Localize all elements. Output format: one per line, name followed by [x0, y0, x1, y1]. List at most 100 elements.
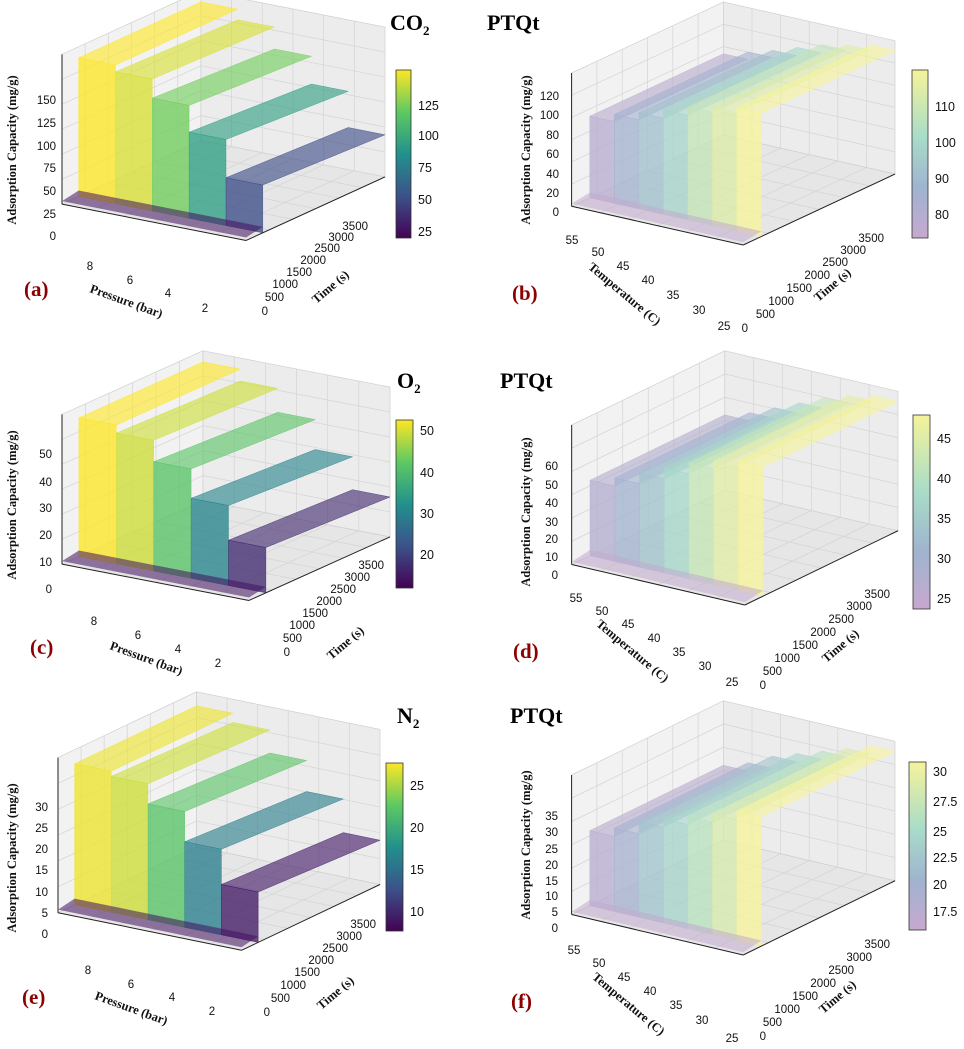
x-tick-a-1: 6	[127, 275, 133, 287]
z-tick-f-6: 30	[545, 827, 558, 839]
cb-tick-c-2: 30	[420, 507, 434, 521]
z-tick-c-0: 0	[46, 584, 52, 596]
cb-tick-b-1: 100	[935, 136, 956, 150]
surface-plateau	[736, 44, 896, 114]
x-axis-label-c: Pressure (bar)	[108, 639, 184, 678]
cb-tick-b-3: 80	[935, 208, 949, 222]
z-ticks-b: 0 20 40 60 80 100 120	[540, 91, 559, 219]
z-tick-c-3: 30	[39, 503, 52, 515]
panel-e: (e) Adsorption Capacity (mg/g) Pressure …	[5, 691, 424, 1028]
y-tick-a-2: 1000	[272, 279, 298, 291]
surface-plateau	[152, 412, 316, 470]
y-tick-f-0: 0	[760, 1031, 766, 1043]
material-title-row2: PTQt	[500, 368, 553, 393]
z-tick-d-3: 30	[545, 517, 558, 529]
y-tick-b-2: 1000	[768, 296, 794, 308]
cb-tick-a-1: 100	[418, 129, 439, 143]
plot-area-e	[56, 691, 382, 951]
x-tick-b-4: 35	[667, 290, 680, 302]
x-tick-d-0: 55	[570, 593, 583, 605]
z-tick-d-6: 60	[545, 461, 558, 473]
colorbar-d-bar	[912, 414, 931, 610]
x-tick-f-4: 35	[670, 1000, 683, 1012]
x-ticks-b: 55 50 45 40 35 30 25	[566, 235, 731, 333]
x-tick-a-3: 2	[202, 303, 208, 315]
colorbar-f: 30 27.5 25 22.5 20 17.5	[908, 761, 957, 931]
surface-front-face	[712, 813, 738, 941]
x-axis-line	[61, 203, 247, 241]
x-axis-label-a: Pressure (bar)	[88, 282, 164, 321]
z-tick-f-7: 35	[545, 811, 558, 823]
x-tick-b-3: 40	[642, 275, 655, 287]
x-tick-c-3: 2	[215, 658, 221, 670]
colorbar-c: 50 40 30 20	[395, 419, 434, 589]
x-tick-b-1: 50	[592, 247, 605, 259]
panel-label-d: (d)	[513, 639, 539, 663]
cb-tick-c-1: 40	[420, 466, 434, 480]
cb-tick-e-2: 15	[410, 863, 424, 877]
surface-front-face	[736, 107, 762, 237]
y-tick-f-1: 500	[763, 1017, 782, 1029]
x-tick-d-4: 35	[673, 647, 686, 659]
gas-title-row3: N2	[397, 703, 419, 731]
cb-tick-f-0: 30	[933, 765, 947, 779]
x-ticks-e: 8 6 4 2	[85, 965, 215, 1018]
x-tick-f-3: 40	[644, 986, 657, 998]
panel-label-a: (a)	[24, 277, 49, 301]
z-tick-f-2: 10	[545, 891, 558, 903]
y-tick-b-0: 0	[742, 323, 748, 335]
surface-front-face	[153, 461, 192, 579]
material-title-row3: PTQt	[510, 703, 563, 728]
x-axis-line	[571, 205, 744, 246]
colorbar-a-bar	[395, 69, 412, 239]
y-tick-a-4: 2000	[300, 255, 326, 267]
z-tick-c-2: 20	[39, 530, 52, 542]
x-tick-c-2: 4	[175, 644, 182, 656]
y-tick-e-0: 0	[264, 1007, 270, 1019]
y-axis-line	[744, 530, 899, 606]
y-tick-d-4: 2000	[810, 627, 836, 639]
x-tick-f-6: 25	[726, 1033, 739, 1045]
cb-tick-a-0: 125	[418, 99, 439, 113]
colorbar-c-bar	[395, 419, 414, 589]
surface-plateau	[184, 791, 344, 850]
z-tick-f-0: 0	[552, 923, 558, 935]
surface-floor-sheet	[62, 550, 266, 598]
panel-f: (f) Adsorption Capacity (mg/g) Temperatu…	[511, 700, 957, 1045]
z-tick-f-3: 15	[545, 876, 558, 888]
surface-floor-sheet	[571, 900, 762, 953]
z-axis-label-e: Adsorption Capacity (mg/g)	[5, 783, 19, 932]
y-tick-c-4: 2000	[316, 596, 342, 608]
cb-tick-f-3: 22.5	[933, 851, 957, 865]
cb-tick-a-3: 50	[418, 193, 432, 207]
surface-front-face	[614, 477, 640, 568]
surface-front-face	[663, 109, 689, 221]
y-tick-f-7: 3500	[864, 939, 890, 951]
z-axis-label-c: Adsorption Capacity (mg/g)	[5, 430, 19, 579]
z-tick-d-4: 40	[545, 498, 558, 510]
surface-front-face	[74, 763, 112, 913]
y-tick-d-3: 1500	[792, 640, 818, 652]
z-ticks-c: 0 10 20 30 40 50	[39, 449, 52, 596]
x-tick-d-3: 40	[648, 633, 661, 645]
y-tick-a-1: 500	[265, 292, 284, 304]
y-tick-c-1: 500	[283, 633, 302, 645]
z-tick-c-1: 10	[39, 557, 52, 569]
z-tick-b-1: 20	[546, 188, 559, 200]
surface-front-face	[638, 821, 664, 924]
panel-b: (b) Adsorption Capacity (mg/g) Temperatu…	[512, 1, 956, 335]
y-tick-e-4: 2000	[308, 955, 334, 967]
surface-plateau	[73, 705, 234, 772]
z-tick-b-2: 40	[546, 169, 559, 181]
x-axis-line	[571, 564, 745, 606]
z-tick-d-5: 50	[545, 480, 558, 492]
z-axis-label-a: Adsorption Capacity (mg/g)	[5, 75, 19, 224]
surface-front-face	[687, 815, 713, 935]
surface-front-face	[115, 71, 153, 212]
y-tick-d-0: 0	[760, 680, 766, 692]
z-tick-a-0: 0	[50, 231, 56, 243]
surface-plateau	[147, 752, 308, 812]
surface-front-face	[614, 827, 639, 918]
y-ticks-b: 0 500 1000 1500 2000 2500 3000 3500	[742, 233, 884, 335]
